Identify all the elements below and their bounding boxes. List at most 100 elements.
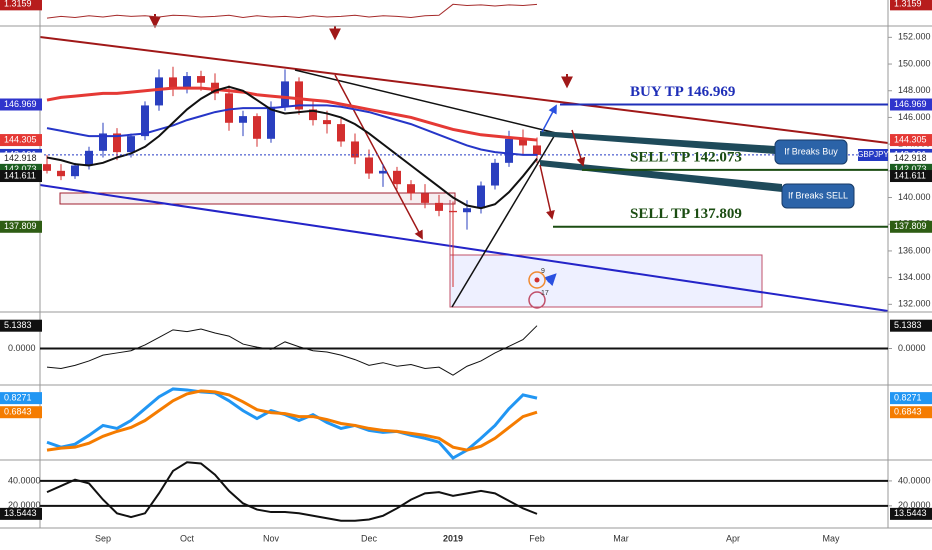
arrow (334, 74, 423, 240)
y-tick-label: 132.000 (898, 299, 931, 309)
candle-body (113, 133, 121, 153)
candle-body (141, 105, 149, 137)
callout-text: If Breaks Buy (784, 146, 838, 156)
price-label: 142.073 (4, 164, 37, 174)
x-tick-label: Feb (529, 533, 545, 543)
price-label: 1.3159 (894, 0, 922, 9)
candle-body (491, 162, 499, 186)
price-label: 144.305 (4, 134, 37, 144)
price-label: 0.6843 (4, 407, 32, 417)
arrow (543, 273, 557, 287)
candle-body (309, 109, 317, 121)
price-label-box (890, 406, 932, 419)
price-label: 142.073 (894, 164, 927, 174)
zone-box (59, 192, 456, 205)
x-tick-label: Apr (726, 533, 740, 543)
price-label-box (890, 170, 932, 183)
price-label: 141.611 (4, 170, 36, 180)
candle-body (449, 210, 457, 213)
series-line (46, 389, 538, 452)
candle-body (239, 116, 247, 123)
x-tick-label: Dec (361, 533, 378, 543)
candle-body (379, 170, 387, 174)
marker-label: 17 (541, 290, 549, 297)
candle-body (127, 136, 135, 153)
candle-body (281, 81, 289, 107)
y-tick-label: 40.0000 (898, 475, 931, 485)
y-tick-label: 20.0000 (8, 500, 41, 510)
marker-label: 9 (541, 268, 545, 275)
price-label-box (0, 507, 42, 520)
candle-body (337, 124, 345, 142)
x-tick-label: Nov (263, 533, 280, 543)
price-label-box (0, 220, 42, 233)
candle-body (295, 81, 303, 110)
x-tick-label: Mar (613, 533, 629, 543)
series-line (46, 387, 538, 460)
price-label: 141.611 (894, 170, 926, 180)
candle-body (253, 116, 261, 139)
price-label-box (0, 134, 42, 147)
candle-body (505, 138, 513, 163)
candle-body (197, 76, 205, 83)
candle-body (183, 76, 191, 90)
series-line (46, 325, 538, 376)
x-tick-label: May (822, 533, 840, 543)
price-label-box (890, 220, 932, 233)
marker-icon (534, 277, 540, 283)
y-tick-label: 152.000 (898, 32, 931, 42)
zone-box (449, 254, 763, 308)
level-label: SELL TP 137.809 (630, 206, 742, 222)
x-tick-label: Oct (180, 533, 195, 543)
price-label-box (0, 406, 42, 419)
candle-body (477, 185, 485, 209)
candle-body (267, 106, 275, 139)
candle-body (43, 164, 51, 171)
candle-body (71, 165, 79, 177)
y-tick-label: 0.0000 (898, 343, 926, 353)
callout-box (781, 183, 855, 209)
arrow (541, 104, 557, 133)
series-line (46, 461, 538, 522)
price-label: 142.918 (894, 153, 927, 163)
candle-body (533, 145, 541, 155)
symbol-label: GBPJPY (857, 150, 889, 159)
price-label: 13.5443 (894, 508, 927, 518)
price-label-box (890, 152, 932, 165)
triangle-line (451, 132, 557, 308)
candle-body (225, 93, 233, 123)
candle-body (407, 184, 415, 194)
series-line (46, 86, 538, 142)
price-label: 0.8271 (894, 392, 922, 402)
series-line (46, 85, 538, 210)
price-label-box (890, 319, 932, 332)
trend-line (39, 36, 889, 144)
price-label: 144.305 (894, 134, 927, 144)
candle-body (365, 157, 373, 174)
x-tick-label: 2019 (443, 533, 463, 543)
y-tick-label: 140.000 (898, 192, 931, 202)
price-label: 146.969 (4, 99, 37, 109)
symbol-box (858, 149, 888, 161)
callout-band (540, 131, 775, 154)
callout-text: If Breaks SELL (788, 190, 848, 200)
y-tick-label: 40.0000 (8, 475, 41, 485)
price-label: 1.3159 (4, 0, 32, 9)
price-label-box (0, 170, 42, 183)
callout-band (540, 160, 782, 192)
price-label-box (890, 507, 932, 520)
price-label-box (890, 98, 932, 111)
series-line (46, 3, 538, 19)
candle-body (393, 170, 401, 185)
price-label-box (0, 392, 42, 405)
price-label: 137.809 (4, 221, 37, 231)
trend-line (39, 184, 889, 312)
price-label-box (0, 319, 42, 332)
y-tick-label: 136.000 (898, 245, 931, 255)
price-label: 5.1383 (4, 320, 32, 330)
price-label: 5.1383 (894, 320, 922, 330)
y-tick-label: 146.000 (898, 112, 931, 122)
candle-body (463, 208, 471, 213)
